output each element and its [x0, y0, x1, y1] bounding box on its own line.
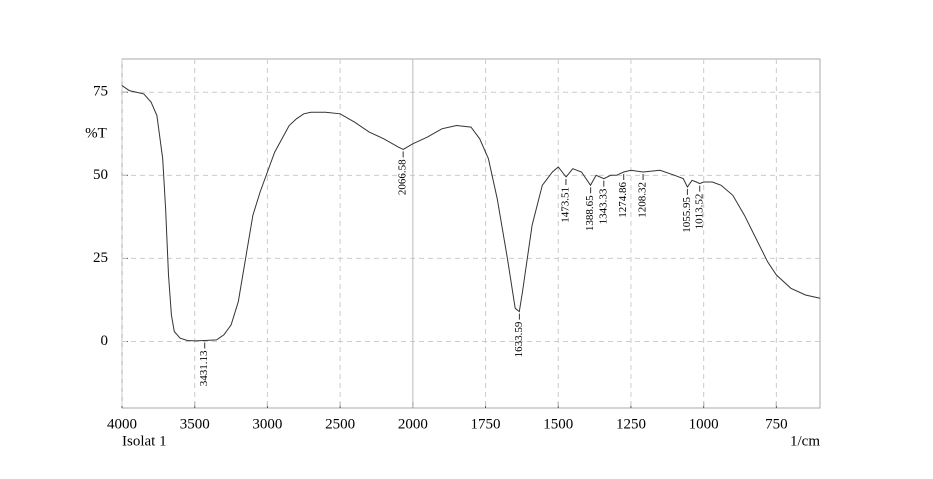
peak-label: 1208.32	[637, 182, 649, 218]
x-tick-label: 3000	[252, 416, 282, 432]
peak-label: 1055.95	[681, 196, 693, 232]
y-axis-label: %T	[85, 125, 107, 141]
peak-label: 1274.86	[617, 182, 629, 218]
x-tick-label: 1500	[543, 416, 573, 432]
spectrum-line	[121, 85, 821, 342]
peak-label: 1343.33	[597, 188, 609, 224]
y-tick-label: 0	[101, 333, 109, 349]
x-tick-label: 2500	[325, 416, 355, 432]
peak-label: 3431.13	[198, 350, 210, 386]
x-tick-label: 750	[765, 416, 788, 432]
y-tick-label: 75	[93, 84, 108, 100]
x-tick-label: 1250	[616, 416, 646, 432]
x-axis-label: 1/cm	[790, 433, 820, 449]
peak-label: 2066.58	[397, 159, 409, 195]
peak-label: 1633.59	[513, 321, 525, 357]
peak-label: 1473.51	[559, 187, 571, 223]
x-tick-label: 1750	[471, 416, 501, 432]
y-tick-label: 25	[93, 250, 108, 266]
x-tick-label: 3500	[180, 416, 210, 432]
y-tick-label: 50	[93, 167, 108, 183]
peak-label: 1388.65	[584, 195, 596, 231]
peak-label: 1013.52	[693, 194, 705, 230]
x-tick-label: 1000	[689, 416, 719, 432]
sample-name: Isolat 1	[122, 433, 167, 449]
x-tick-label: 4000	[107, 416, 137, 432]
x-tick-label: 2000	[398, 416, 428, 432]
plot-frame	[121, 58, 821, 409]
